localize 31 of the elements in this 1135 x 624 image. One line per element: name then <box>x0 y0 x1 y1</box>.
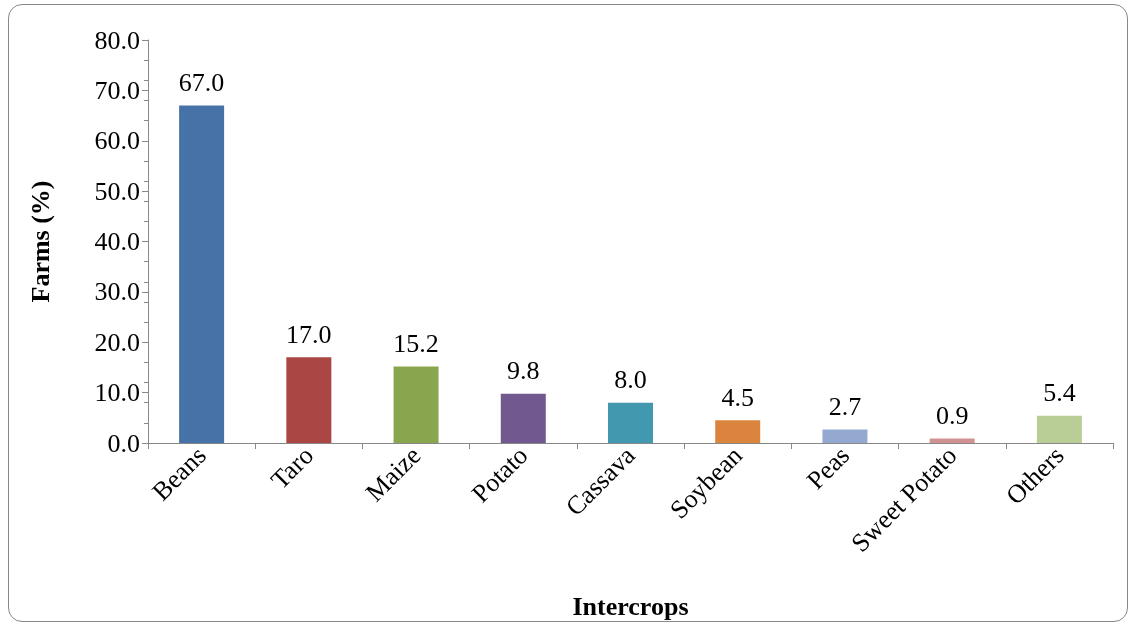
bar <box>500 393 546 443</box>
data-label: 67.0 <box>178 67 225 97</box>
y-tick-label: 60.0 <box>94 126 140 156</box>
data-label: 15.2 <box>393 328 439 358</box>
bar <box>393 366 439 443</box>
bar <box>1036 415 1082 443</box>
data-label: 4.5 <box>721 382 754 412</box>
y-tick-label: 50.0 <box>94 176 140 206</box>
bar <box>715 420 761 443</box>
y-tick-label: 0.0 <box>107 428 140 458</box>
data-label: 8.0 <box>614 365 647 395</box>
bar <box>286 357 332 443</box>
y-tick-label: 80.0 <box>94 25 140 55</box>
data-label: 17.0 <box>286 319 332 349</box>
bar <box>179 105 225 443</box>
y-axis-title: Farms (%) <box>25 180 55 303</box>
x-tick-label: Peas <box>801 440 856 495</box>
y-tick-label: 30.0 <box>94 277 140 307</box>
bar <box>929 438 975 443</box>
data-label: 9.8 <box>507 356 540 386</box>
y-tick-label: 40.0 <box>94 227 140 256</box>
y-tick-label: 10.0 <box>94 378 140 408</box>
data-label: 5.4 <box>1043 378 1076 408</box>
y-tick-label: 20.0 <box>94 327 140 357</box>
x-tick-label: Taro <box>265 440 320 495</box>
bar <box>608 402 653 443</box>
x-axis-title: Intercrops <box>572 591 689 621</box>
data-label: 2.7 <box>828 391 862 421</box>
data-label: 0.9 <box>935 400 969 430</box>
bar <box>822 429 868 443</box>
y-tick-label: 70.0 <box>94 75 140 105</box>
